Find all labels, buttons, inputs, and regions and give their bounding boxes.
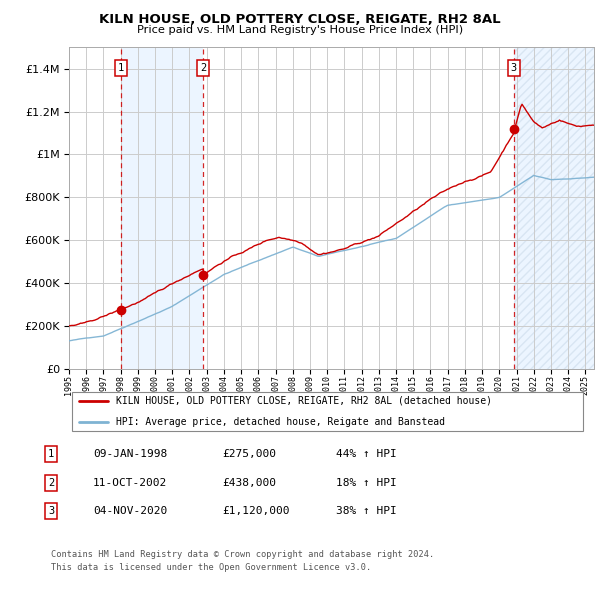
Text: 38% ↑ HPI: 38% ↑ HPI (336, 506, 397, 516)
Text: KILN HOUSE, OLD POTTERY CLOSE, REIGATE, RH2 8AL: KILN HOUSE, OLD POTTERY CLOSE, REIGATE, … (99, 13, 501, 26)
Text: 11-OCT-2002: 11-OCT-2002 (93, 478, 167, 487)
Text: 18% ↑ HPI: 18% ↑ HPI (336, 478, 397, 487)
Text: 09-JAN-1998: 09-JAN-1998 (93, 450, 167, 459)
Text: 44% ↑ HPI: 44% ↑ HPI (336, 450, 397, 459)
Text: 1: 1 (118, 63, 124, 73)
Text: 3: 3 (511, 63, 517, 73)
Text: 04-NOV-2020: 04-NOV-2020 (93, 506, 167, 516)
Text: 1: 1 (48, 450, 54, 459)
Text: Price paid vs. HM Land Registry's House Price Index (HPI): Price paid vs. HM Land Registry's House … (137, 25, 463, 35)
Bar (514, 47, 594, 369)
Text: 2: 2 (48, 478, 54, 487)
Text: £275,000: £275,000 (222, 450, 276, 459)
Text: This data is licensed under the Open Government Licence v3.0.: This data is licensed under the Open Gov… (51, 563, 371, 572)
Text: HPI: Average price, detached house, Reigate and Banstead: HPI: Average price, detached house, Reig… (116, 417, 445, 427)
Text: Contains HM Land Registry data © Crown copyright and database right 2024.: Contains HM Land Registry data © Crown c… (51, 550, 434, 559)
Text: £1,120,000: £1,120,000 (222, 506, 290, 516)
Text: 3: 3 (48, 506, 54, 516)
Text: 2: 2 (200, 63, 206, 73)
Bar (121, 47, 203, 369)
Text: £438,000: £438,000 (222, 478, 276, 487)
Text: KILN HOUSE, OLD POTTERY CLOSE, REIGATE, RH2 8AL (detached house): KILN HOUSE, OLD POTTERY CLOSE, REIGATE, … (116, 396, 492, 406)
FancyBboxPatch shape (71, 392, 583, 431)
